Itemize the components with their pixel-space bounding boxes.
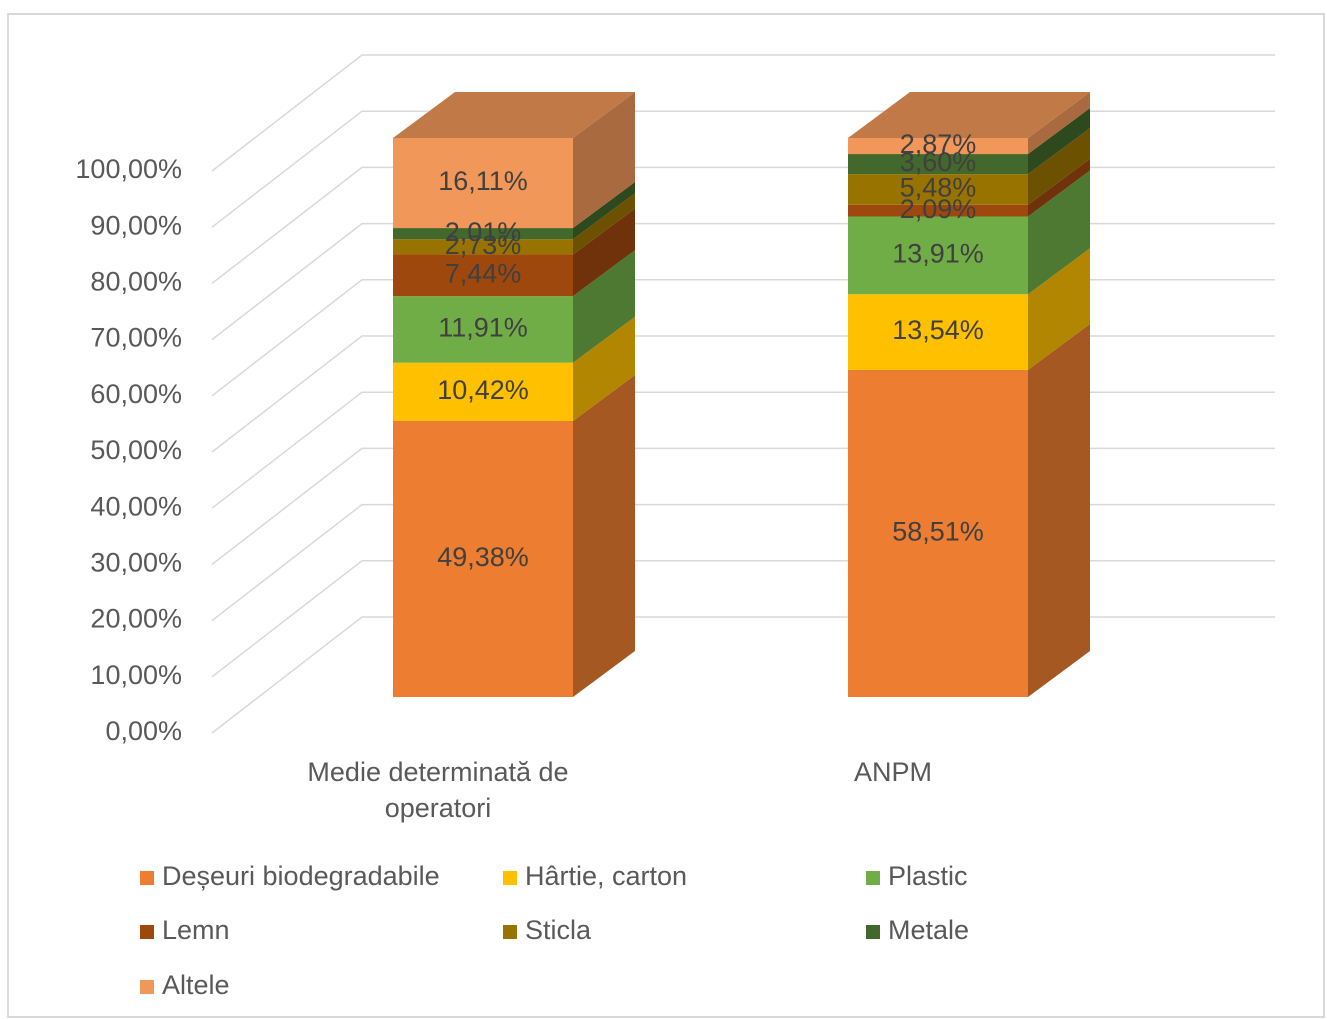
bar-segment — [848, 204, 1028, 217]
legend-label: Altele — [162, 970, 230, 1000]
bar-segment — [848, 216, 1028, 295]
grid-line — [211, 335, 1275, 453]
bar-top — [393, 92, 635, 138]
legend-swatch — [866, 871, 880, 885]
value-label: 13,54% — [892, 315, 984, 345]
y-tick-label: 50,00% — [90, 435, 182, 465]
legend-swatch — [140, 871, 154, 885]
legend-label: Plastic — [888, 861, 968, 891]
value-label: 49,38% — [437, 542, 529, 572]
value-label: 5,48% — [900, 173, 977, 203]
bar-side — [573, 374, 635, 697]
bar-side — [1028, 108, 1090, 175]
value-label: 10,42% — [437, 375, 529, 405]
grid-line — [211, 279, 1275, 397]
value-label: 2,73% — [445, 230, 522, 260]
value-label: 2,87% — [900, 129, 977, 159]
x-tick-label: ANPM — [853, 757, 932, 787]
legend-label: Sticla — [525, 915, 592, 945]
legend-label: Deșeuri biodegradabile — [162, 861, 440, 891]
chart-border — [7, 13, 1325, 1018]
bar-side — [573, 193, 635, 255]
value-label: 2,01% — [445, 217, 522, 247]
legend-swatch — [140, 980, 154, 994]
y-tick-label: 100,00% — [75, 154, 182, 184]
bar-side — [573, 316, 635, 421]
bar-segment — [848, 174, 1028, 205]
bar-segment — [393, 296, 573, 363]
value-label: 16,11% — [438, 166, 528, 196]
legend-label: Hârtie, carton — [525, 861, 687, 891]
bar-side — [1028, 158, 1090, 217]
bar-segment — [393, 138, 573, 229]
y-tick-label: 0,00% — [105, 716, 182, 746]
grid-line — [211, 503, 1275, 622]
grid-line — [211, 110, 1275, 228]
grid-line — [211, 166, 1275, 284]
bar-side — [1028, 92, 1090, 155]
bar-side — [1028, 323, 1090, 697]
bar-side — [573, 208, 635, 297]
x-tick-label: Medie determinată de operatori — [307, 757, 569, 823]
bar-side — [573, 250, 635, 363]
bar-segment — [393, 239, 573, 255]
legend-swatch — [140, 925, 154, 939]
value-label: 11,91% — [438, 313, 528, 343]
legend-swatch — [503, 925, 517, 939]
bar-segment — [848, 294, 1028, 370]
bar-segment — [848, 138, 1028, 155]
y-tick-label: 60,00% — [90, 379, 182, 409]
bar-side — [573, 92, 635, 229]
grid-line — [211, 616, 1275, 734]
bar-segment — [393, 228, 573, 240]
y-tick-label: 40,00% — [90, 491, 182, 521]
bar-side — [1028, 248, 1090, 370]
legend-label: Metale — [888, 915, 969, 945]
bar-side — [1028, 170, 1090, 295]
grid-line — [211, 560, 1275, 678]
value-label: 3,60% — [900, 147, 977, 177]
legend-label: Lemn — [162, 915, 230, 945]
value-label: 58,51% — [892, 517, 984, 547]
y-tick-label: 30,00% — [90, 548, 182, 578]
bar-top — [848, 92, 1090, 138]
bar-side — [573, 182, 635, 240]
value-label: 2,09% — [900, 194, 977, 224]
bar-segment — [848, 369, 1028, 697]
grid-line — [211, 222, 1275, 341]
legend-swatch — [866, 925, 880, 939]
grid-line — [211, 391, 1275, 509]
y-tick-label: 90,00% — [90, 210, 182, 240]
value-label: 13,91% — [892, 238, 984, 268]
value-label: 7,44% — [445, 258, 522, 288]
bar-segment — [393, 362, 573, 421]
bar-side — [1028, 128, 1090, 205]
legend-swatch — [503, 871, 517, 885]
bar-segment — [393, 420, 573, 697]
bar-segment — [393, 254, 573, 297]
bar-segment — [848, 154, 1028, 175]
y-tick-label: 20,00% — [90, 604, 182, 634]
grid-line — [211, 447, 1275, 565]
y-tick-label: 10,00% — [90, 660, 182, 690]
grid-line — [211, 54, 1275, 172]
y-tick-label: 80,00% — [90, 267, 182, 297]
y-tick-label: 70,00% — [90, 323, 182, 353]
